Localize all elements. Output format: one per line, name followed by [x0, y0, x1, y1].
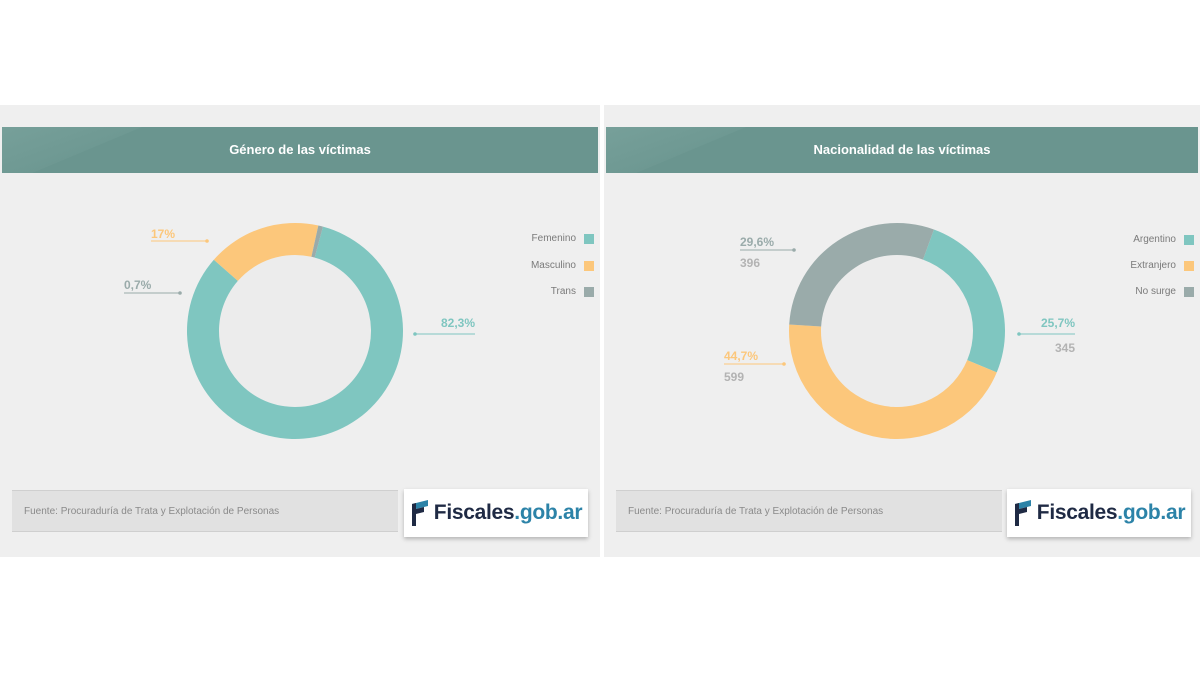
legend-swatch	[1184, 260, 1194, 271]
chart-header: Nacionalidad de las víctimas	[606, 127, 1198, 173]
data-label-percent: 0,7%	[124, 278, 152, 292]
legend-label: Masculino	[530, 260, 576, 271]
data-label-dot	[413, 332, 417, 336]
data-label-percent: 44,7%	[724, 349, 758, 363]
donut-slice-argentino	[922, 229, 1005, 373]
legend-swatch	[584, 260, 594, 271]
legend-item-masculino: Masculino	[531, 260, 594, 271]
data-label-dot	[205, 239, 209, 243]
data-label-count: 345	[1055, 341, 1075, 355]
legend-swatch	[1184, 286, 1194, 297]
source-note: Fuente: Procuraduría de Trata y Explotac…	[12, 490, 398, 532]
fiscales-logo: Fiscales.gob.ar	[1007, 489, 1191, 537]
source-note: Fuente: Procuraduría de Trata y Explotac…	[616, 490, 1002, 532]
data-label-dot	[792, 248, 796, 252]
fiscales-logo: Fiscales.gob.ar	[404, 489, 588, 537]
nationality-donut-chart: 25,7% 345 44,7% 599 29,6% 396	[724, 222, 1075, 439]
data-label-percent: 17%	[151, 227, 175, 241]
fiscales-logo-mark-icon	[1014, 500, 1031, 526]
legend-label: Femenino	[531, 233, 576, 244]
data-label-count: 396	[740, 256, 760, 270]
chart-header: Género de las víctimas	[2, 127, 598, 173]
gender-donut-chart: 82,3% 17% 0,7%	[124, 223, 475, 440]
legend-swatch	[1184, 234, 1194, 245]
logo-text: Fiscales.gob.ar	[1036, 501, 1186, 524]
legend-item-argentino: Argentino	[1133, 234, 1194, 245]
legend-swatch	[584, 286, 594, 297]
donut-hole	[821, 255, 973, 407]
legend-item-trans: Trans	[551, 286, 594, 297]
gender-chart-panel: Género de las víctimas 82,3% 17% 0,7% Feme…	[0, 105, 600, 557]
legend-item-femenino: Femenino	[532, 233, 594, 244]
data-label-dot	[178, 291, 182, 295]
data-label-dot	[1017, 332, 1021, 336]
donut-slice-extranjero	[789, 324, 997, 439]
legend-item-extranjero: Extranjero	[1130, 260, 1194, 271]
legend-label: No surge	[1135, 286, 1176, 297]
nationality-chart-panel: Nacionalidad de las víctimas 25,7% 345 44,…	[604, 105, 1200, 557]
data-label-percent: 29,6%	[740, 235, 774, 249]
data-label-count: 599	[724, 370, 744, 384]
legend-label: Trans	[550, 286, 576, 297]
legend-label: Argentino	[1133, 234, 1176, 245]
legend-item-no-surge: No surge	[1135, 286, 1194, 297]
donut-slice-femenino	[187, 226, 404, 440]
fiscales-logo-mark-icon	[411, 500, 428, 526]
legend-label: Extranjero	[1130, 260, 1176, 271]
chart-title: Nacionalidad de las víctimas	[813, 142, 991, 157]
logo-text: Fiscales.gob.ar	[433, 501, 583, 524]
donut-hole	[219, 255, 371, 407]
donut-slice-masculino	[213, 223, 319, 281]
donut-slice-trans	[311, 225, 323, 258]
chart-title: Género de las víctimas	[229, 142, 371, 157]
data-label-percent: 25,7%	[1041, 316, 1075, 330]
donut-slice-no-surge	[789, 222, 934, 327]
legend-swatch	[584, 233, 594, 244]
data-label-percent: 82,3%	[441, 316, 475, 330]
data-label-dot	[782, 362, 786, 366]
